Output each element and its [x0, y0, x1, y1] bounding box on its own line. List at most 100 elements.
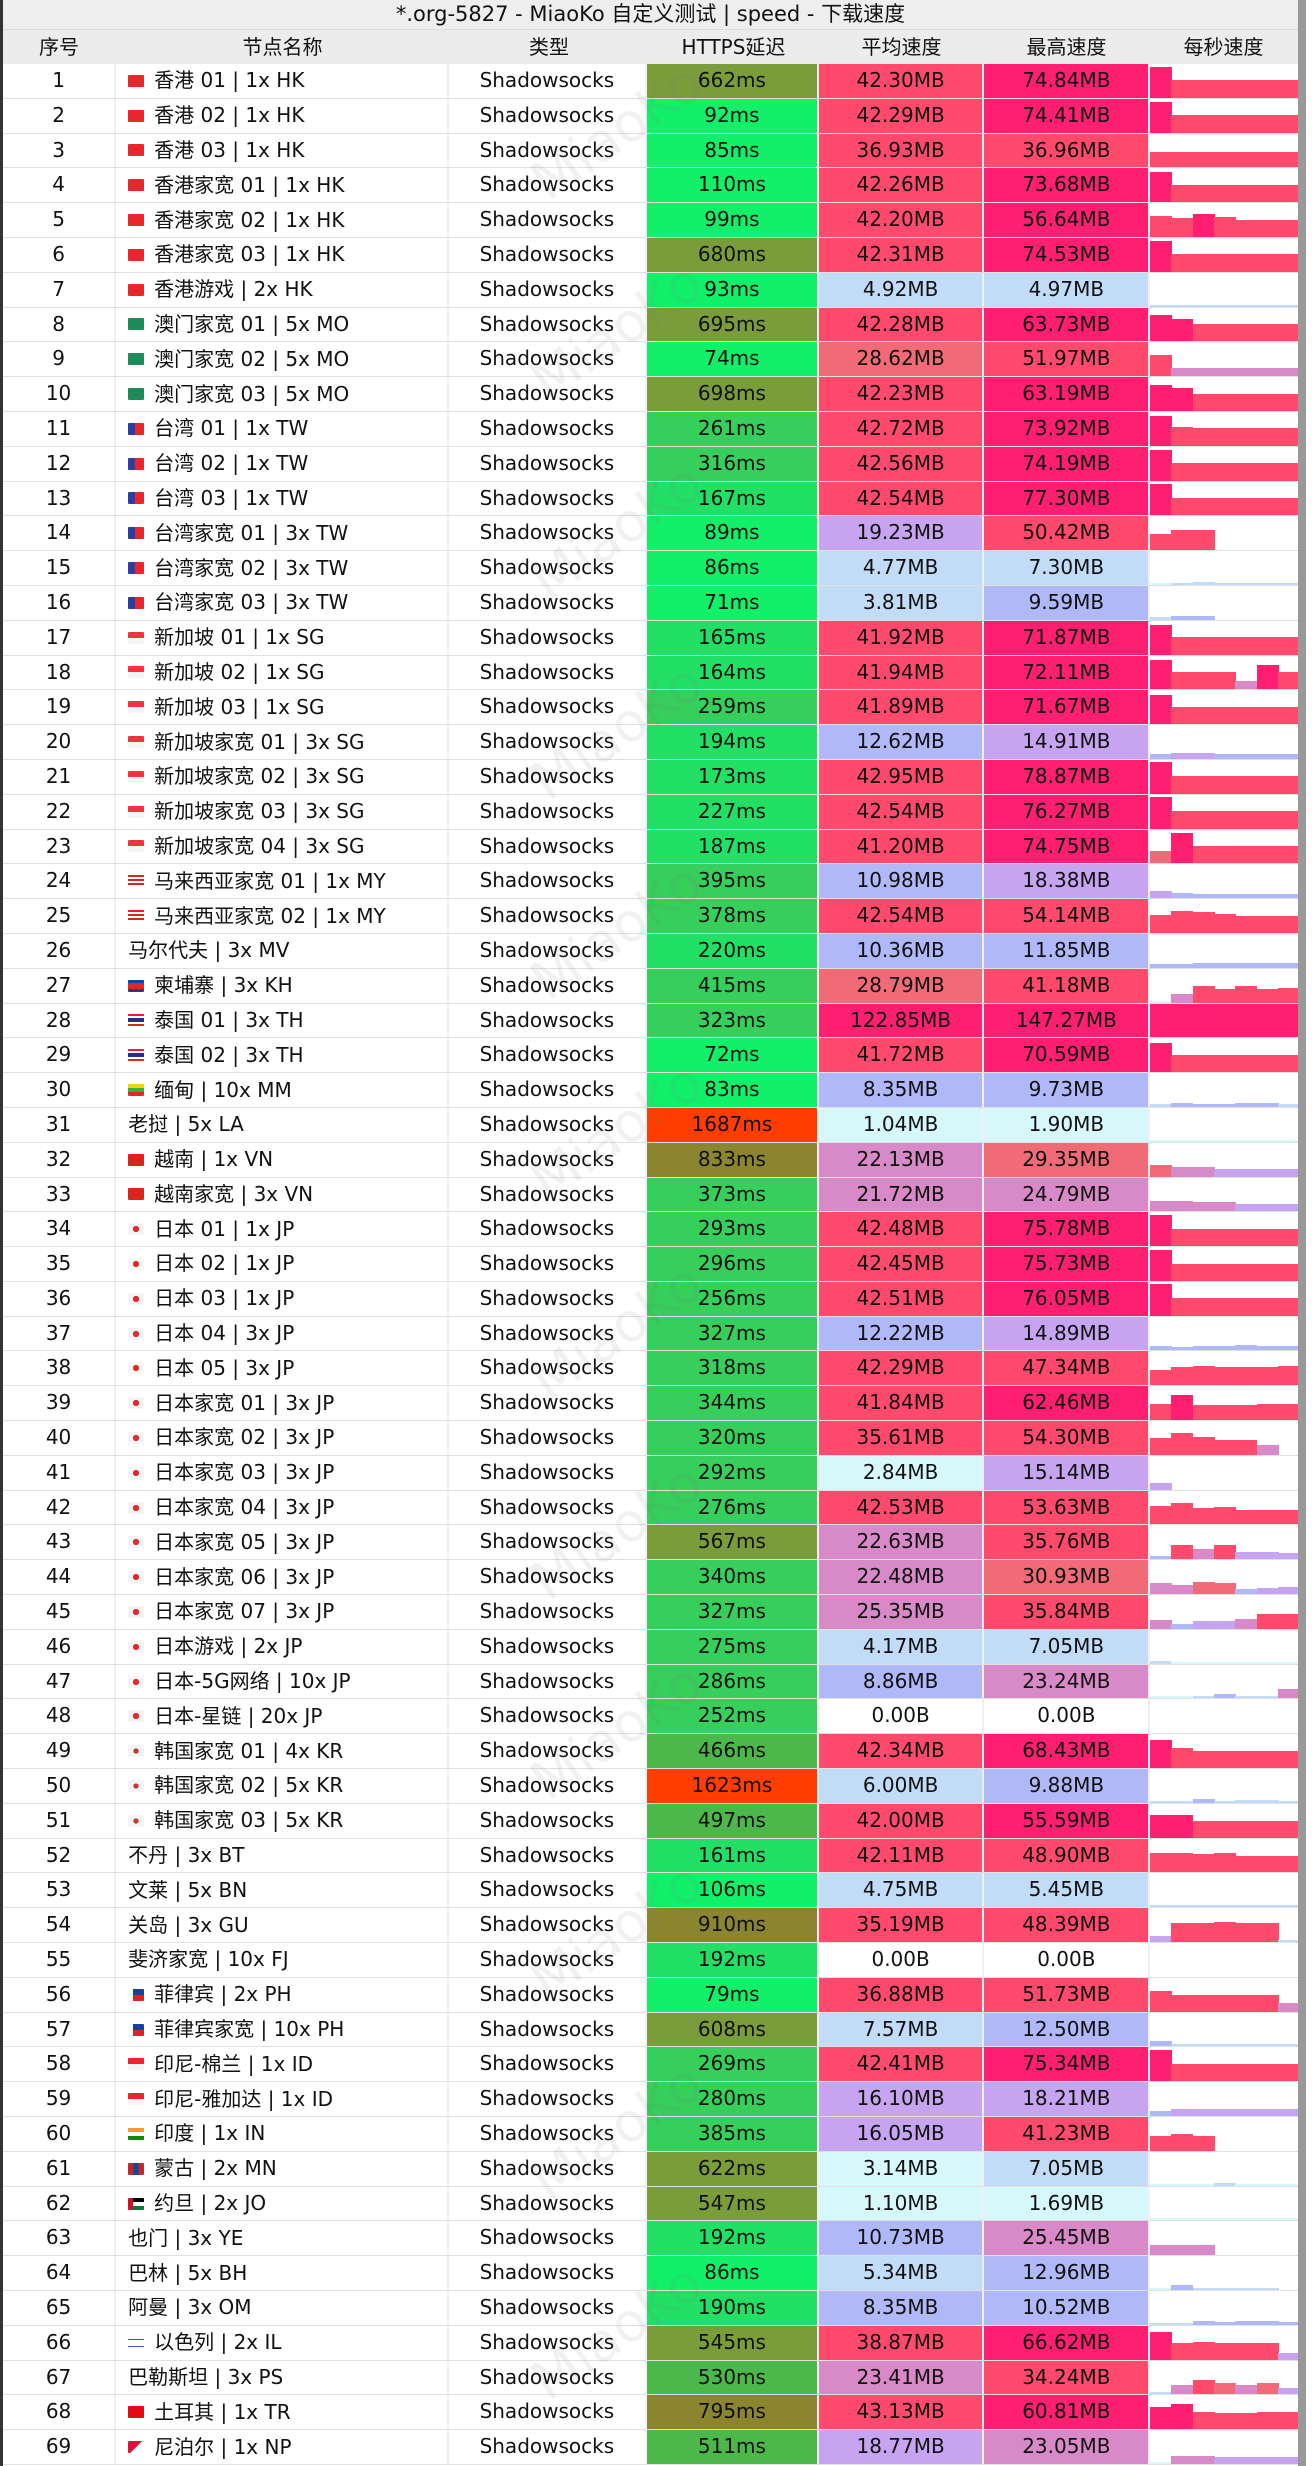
table-row[interactable]: 28 泰国 01 | 3x TH Shadowsocks 323ms 122.85MB 1…: [3, 1003, 1299, 1039]
table-row[interactable]: 58 印尼-棉兰 | 1x ID Shadowsocks 269ms 42.41MB 75…: [3, 2047, 1299, 2083]
node-name-cell: 台湾家宽 01 | 3x TW: [114, 516, 447, 551]
table-row[interactable]: 1 香港 01 | 1x HK Shadowsocks 662ms 42.30MB 74.…: [3, 64, 1299, 99]
column-header-max-speed[interactable]: 最高速度: [1026, 35, 1107, 59]
table-row[interactable]: 48 日本-星链 | 20x JP Shadowsocks 252ms 0.00B 0.0…: [3, 1699, 1298, 1735]
node-name-cell: 日本 05 | 3x JP: [114, 1351, 447, 1386]
table-row[interactable]: 26 马尔代夫 | 3x MV Shadowsocks 220ms 10.36MB 11.…: [3, 933, 1299, 969]
table-row[interactable]: 8 澳门家宽 01 | 5x MO Shadowsocks 695ms 42.28MB 6…: [3, 307, 1299, 343]
table-row[interactable]: 69 尼泊尔 | 1x NP Shadowsocks 511ms 18.77MB 23.0…: [3, 2430, 1299, 2465]
table-row[interactable]: 67 巴勒斯坦 | 3x PS Shadowsocks 530ms 23.41MB 34.…: [3, 2360, 1299, 2396]
table-row[interactable]: 5 香港家宽 02 | 1x HK Shadowsocks 99ms 42.20MB 56…: [3, 203, 1299, 238]
node-name-cell: 印度 | 1x IN: [114, 2117, 447, 2151]
sparkline-bar: [1277, 2321, 1299, 2325]
avg-speed-cell: 7.57MB: [816, 2012, 983, 2047]
node-type: Shadowsocks: [446, 829, 645, 864]
column-header-type[interactable]: 类型: [529, 35, 569, 59]
table-row[interactable]: 6 香港家宽 03 | 1x HK Shadowsocks 680ms 42.31MB 7…: [3, 237, 1299, 273]
table-row[interactable]: 35 日本 02 | 1x JP Shadowsocks 296ms 42.45MB 75…: [3, 1247, 1299, 1282]
table-row[interactable]: 27 柬埔寨 | 3x KH Shadowsocks 415ms 28.79MB 41.1…: [3, 968, 1299, 1004]
table-row[interactable]: 9 澳门家宽 02 | 5x MO Shadowsocks 74ms 28.62MB 51…: [3, 342, 1299, 378]
table-row[interactable]: 3 香港 03 | 1x HK Shadowsocks 85ms 36.93MB 36.9…: [3, 133, 1299, 169]
table-row[interactable]: 15 台湾家宽 02 | 3x TW Shadowsocks 86ms 4.77MB 7.…: [3, 551, 1299, 586]
table-row[interactable]: 49 韩国家宽 01 | 4x KR Shadowsocks 466ms 42.34MB…: [3, 1734, 1299, 1770]
table-row[interactable]: 14 台湾家宽 01 | 3x TW Shadowsocks 89ms 19.23MB 5…: [3, 516, 1298, 552]
table-row[interactable]: 4 香港家宽 01 | 1x HK Shadowsocks 110ms 42.26MB 7…: [3, 168, 1299, 204]
table-row[interactable]: 17 新加坡 01 | 1x SG Shadowsocks 165ms 41.92MB 7…: [3, 620, 1299, 656]
per-second-sparkline: [1148, 1908, 1299, 1943]
table-row[interactable]: 18 新加坡 02 | 1x SG Shadowsocks 164ms 41.94MB 7…: [3, 655, 1299, 691]
column-header-name[interactable]: 节点名称: [242, 35, 323, 59]
table-row[interactable]: 33 越南家宽 | 3x VN Shadowsocks 373ms 21.72MB 24.…: [3, 1177, 1299, 1213]
node-type: Shadowsocks: [446, 2186, 645, 2221]
table-row[interactable]: 50 韩国家宽 02 | 5x KR Shadowsocks 1623ms 6.00MB…: [3, 1769, 1299, 1804]
max-speed-cell: 7.05MB: [982, 1629, 1149, 1664]
table-row[interactable]: 16 台湾家宽 03 | 3x TW Shadowsocks 71ms 3.81MB 9.…: [3, 585, 1298, 621]
table-row[interactable]: 31 老挝 | 5x LA Shadowsocks 1687ms 1.04MB 1.90M…: [3, 1107, 1299, 1143]
table-row[interactable]: 51 韩国家宽 03 | 5x KR Shadowsocks 497ms 42.00MB…: [3, 1803, 1299, 1839]
table-row[interactable]: 21 新加坡家宽 02 | 3x SG Shadowsocks 173ms 42.95M…: [3, 759, 1299, 795]
table-row[interactable]: 25 马来西亚家宽 02 | 1x MY Shadowsocks 378ms 42.54…: [3, 899, 1299, 934]
table-row[interactable]: 42 日本家宽 04 | 3x JP Shadowsocks 276ms 42.53MB…: [3, 1490, 1299, 1526]
table-row[interactable]: 22 新加坡家宽 03 | 3x SG Shadowsocks 227ms 42.54M…: [3, 794, 1299, 830]
sparkline-bar: [1150, 1139, 1173, 1142]
table-row[interactable]: 66 以色列 | 2x IL Shadowsocks 545ms 38.87MB 66.6…: [3, 2325, 1299, 2361]
table-row[interactable]: 61 蒙古 | 2x MN Shadowsocks 622ms 3.14MB 7.05MB: [3, 2151, 1299, 2187]
sparkline-bar: [1192, 2380, 1215, 2395]
table-row[interactable]: 54 关岛 | 3x GU Shadowsocks 910ms 35.19MB 48.39…: [3, 1908, 1299, 1944]
sparkline-bar: [1277, 672, 1299, 690]
table-row[interactable]: 19 新加坡 03 | 1x SG Shadowsocks 259ms 41.89MB 7…: [3, 690, 1299, 726]
latency-cell: 173ms: [645, 759, 817, 794]
table-row[interactable]: 65 阿曼 | 3x OM Shadowsocks 190ms 8.35MB 10.52M…: [3, 2291, 1299, 2326]
column-header-per-second[interactable]: 每秒速度: [1183, 35, 1264, 59]
latency-cell: 292ms: [645, 1455, 817, 1490]
table-row[interactable]: 34 日本 01 | 1x JP Shadowsocks 293ms 42.48MB 75…: [3, 1212, 1299, 1248]
table-row[interactable]: 59 印尼-雅加达 | 1x ID Shadowsocks 280ms 16.10MB 1…: [3, 2082, 1299, 2118]
table-row[interactable]: 53 文莱 | 5x BN Shadowsocks 106ms 4.75MB 5.45MB: [3, 1873, 1299, 1909]
table-row[interactable]: 68 土耳其 | 1x TR Shadowsocks 795ms 43.13MB 60.8…: [3, 2395, 1299, 2431]
table-row[interactable]: 13 台湾 03 | 1x TW Shadowsocks 167ms 42.54MB 77…: [3, 481, 1299, 517]
sparkline-bar: [1277, 80, 1299, 98]
sparkline-bar: [1192, 753, 1215, 759]
table-row[interactable]: 41 日本家宽 03 | 3x JP Shadowsocks 292ms 2.84MB 1…: [3, 1455, 1298, 1491]
table-row[interactable]: 43 日本家宽 05 | 3x JP Shadowsocks 567ms 22.63MB…: [3, 1525, 1299, 1561]
table-row[interactable]: 11 台湾 01 | 1x TW Shadowsocks 261ms 42.72MB 73…: [3, 411, 1299, 447]
table-row[interactable]: 52 不丹 | 3x BT Shadowsocks 161ms 42.11MB 48.90…: [3, 1838, 1299, 1874]
node-name: 柬埔寨 | 3x KH: [154, 973, 293, 998]
table-row[interactable]: 46 日本游戏 | 2x JP Shadowsocks 275ms 4.17MB 7.05…: [3, 1629, 1299, 1665]
table-row[interactable]: 45 日本家宽 07 | 3x JP Shadowsocks 327ms 25.35MB…: [3, 1595, 1299, 1630]
table-row[interactable]: 40 日本家宽 02 | 3x JP Shadowsocks 320ms 35.61MB…: [3, 1421, 1298, 1456]
max-speed-cell: 74.75MB: [982, 829, 1149, 864]
table-row[interactable]: 37 日本 04 | 3x JP Shadowsocks 327ms 12.22MB 14…: [3, 1316, 1299, 1352]
table-row[interactable]: 39 日本家宽 01 | 3x JP Shadowsocks 344ms 41.84MB…: [3, 1386, 1299, 1422]
table-row[interactable]: 44 日本家宽 06 | 3x JP Shadowsocks 340ms 22.48MB…: [3, 1560, 1299, 1596]
table-row[interactable]: 32 越南 | 1x VN Shadowsocks 833ms 22.13MB 29.35…: [3, 1142, 1299, 1178]
table-row[interactable]: 30 缅甸 | 10x MM Shadowsocks 83ms 8.35MB 9.73MB: [3, 1073, 1299, 1108]
table-row[interactable]: 12 台湾 02 | 1x TW Shadowsocks 316ms 42.56MB 74…: [3, 446, 1299, 482]
table-row[interactable]: 24 马来西亚家宽 01 | 1x MY Shadowsocks 395ms 10.98…: [3, 864, 1299, 900]
sparkline-bar: [1150, 1369, 1173, 1386]
column-header-avg-speed[interactable]: 平均速度: [861, 35, 942, 59]
column-header-latency[interactable]: HTTPS延迟: [681, 35, 786, 59]
table-row[interactable]: 2 香港 02 | 1x HK Shadowsocks 92ms 42.29MB 74.4…: [3, 98, 1299, 134]
table-row[interactable]: 29 泰国 02 | 3x TH Shadowsocks 72ms 41.72MB 70.…: [3, 1038, 1299, 1074]
table-row[interactable]: 63 也门 | 3x YE Shadowsocks 192ms 10.73MB 25.45…: [3, 2221, 1298, 2257]
table-row[interactable]: 62 约旦 | 2x JO Shadowsocks 547ms 1.10MB 1.69MB: [3, 2186, 1299, 2222]
table-row[interactable]: 23 新加坡家宽 04 | 3x SG Shadowsocks 187ms 41.20M…: [3, 829, 1299, 865]
table-row[interactable]: 10 澳门家宽 03 | 5x MO Shadowsocks 698ms 42.23MB…: [3, 377, 1299, 412]
table-row[interactable]: 64 巴林 | 5x BH Shadowsocks 86ms 5.34MB 12.96MB: [3, 2256, 1298, 2291]
sparkline-bar: [1277, 894, 1299, 899]
max-speed-cell: 34.24MB: [982, 2360, 1149, 2395]
table-row[interactable]: 57 菲律宾家宽 | 10x PH Shadowsocks 608ms 7.57MB 12…: [3, 2012, 1299, 2048]
sparkline-bar: [1150, 483, 1173, 516]
sparkline-bar: [1214, 1202, 1237, 1212]
table-row[interactable]: 36 日本 03 | 1x JP Shadowsocks 256ms 42.51MB 76…: [3, 1281, 1299, 1317]
table-row[interactable]: 7 香港游戏 | 2x HK Shadowsocks 93ms 4.92MB 4.97MB: [3, 272, 1299, 308]
table-row[interactable]: 56 菲律宾 | 2x PH Shadowsocks 79ms 36.88MB 51.73…: [3, 1977, 1299, 2013]
sparkline-bar: [1277, 1940, 1299, 1943]
column-header-index[interactable]: 序号: [39, 35, 79, 59]
table-row[interactable]: 38 日本 05 | 3x JP Shadowsocks 318ms 42.29MB 47…: [3, 1351, 1299, 1387]
table-row[interactable]: 55 斐济家宽 | 10x FJ Shadowsocks 192ms 0.00B 0.00…: [3, 1943, 1298, 1978]
table-row[interactable]: 47 日本-5G网络 | 10x JP Shadowsocks 286ms 8.86MB…: [3, 1664, 1299, 1700]
table-row[interactable]: 60 印度 | 1x IN Shadowsocks 385ms 16.05MB 41.23…: [3, 2117, 1298, 2152]
table-row[interactable]: 20 新加坡家宽 01 | 3x SG Shadowsocks 194ms 12.62M…: [3, 725, 1299, 760]
